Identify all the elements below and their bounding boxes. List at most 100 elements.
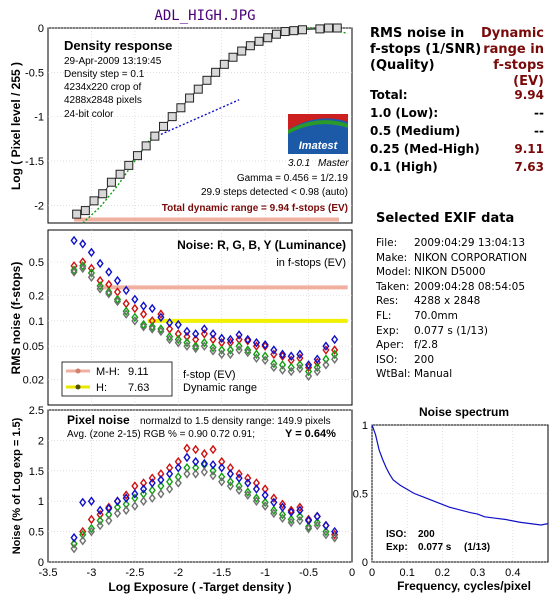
- noise-point-y: [174, 337, 182, 348]
- ytick-label: 1: [38, 496, 44, 508]
- noise-point-r: [157, 309, 165, 319]
- noise-point-y: [278, 365, 287, 375]
- legend-h-value: 7.63: [128, 382, 149, 394]
- pixel-point-b: [261, 490, 269, 500]
- ytick-label: 0.5: [29, 257, 44, 269]
- legend-mh-label: M-H:: [96, 366, 120, 378]
- noise-point-y: [70, 267, 78, 277]
- pixel-point-b: [105, 503, 113, 514]
- imatest-logo-text: Imatest: [299, 140, 339, 152]
- density-point: [167, 112, 177, 122]
- noise-point-y: [105, 288, 113, 299]
- density-panel: Log ( Pixel level / 255 ) 0-0.5-1-1.5-2 …: [9, 23, 353, 224]
- noise-point-g: [174, 334, 182, 345]
- noise-point-g: [87, 268, 96, 278]
- pixel-point-r: [278, 499, 287, 510]
- pixel-point-y: [244, 490, 252, 500]
- spectrum-marks: [371, 424, 549, 563]
- pixel-point-r: [79, 526, 87, 537]
- pixel-point-y: [148, 493, 156, 503]
- noise-point-y: [183, 341, 191, 351]
- noise-point-g: [183, 337, 191, 348]
- noise-point-g: [331, 349, 339, 360]
- steps-text: 29.9 steps detected < 0.98 (auto): [201, 187, 348, 198]
- noise-point-g: [148, 322, 156, 332]
- pixel-point-y: [70, 543, 78, 554]
- density-point: [332, 23, 342, 33]
- noise-point-g: [252, 349, 261, 360]
- dr-header-right-0: Dynamic: [480, 26, 544, 41]
- noise-point-y: [192, 343, 200, 354]
- noise-point-g: [278, 360, 287, 370]
- xtick-label: 0: [349, 567, 355, 579]
- pixel-point-g: [96, 515, 104, 526]
- pixel-point-b: [183, 452, 191, 463]
- pixel-point-r: [235, 469, 243, 479]
- density-point: [289, 26, 299, 36]
- exif-value: 0.077 s (1/13): [414, 324, 488, 337]
- density-title: Density response: [64, 38, 172, 53]
- pixel-point-y: [235, 485, 243, 496]
- noise-point-g: [139, 319, 148, 330]
- dr-table: Total: 9.94 1.0 (Low): -- 0.5 (Medium) -- 0…: [370, 88, 544, 178]
- noise-point-y: [304, 371, 313, 381]
- exif-list: File: 2009:04:29 13:04:13 Make: NIKON CORP…: [376, 236, 527, 382]
- density-point: [254, 36, 264, 46]
- xtick-label: -2: [173, 567, 183, 579]
- spectrum-iso-value: 200: [418, 529, 435, 540]
- ytick-label: 0.05: [23, 341, 44, 353]
- ytick-label: 0: [38, 557, 44, 569]
- pixel-point-y: [131, 501, 139, 511]
- noise-point-r: [200, 329, 208, 339]
- spectrum-exp-value: 0.077 s: [418, 542, 452, 553]
- pixel-point-y: [261, 501, 269, 511]
- version-text: 3.0.1: [288, 158, 310, 169]
- pixel-point-y: [278, 513, 287, 523]
- noise-point-y: [200, 341, 208, 351]
- noise-point-r: [131, 303, 139, 314]
- exif-row: Make: NIKON CORPORATION: [376, 251, 527, 266]
- noise-point-g: [122, 306, 130, 317]
- exif-row: Exp: 0.077 s (1/13): [376, 324, 527, 339]
- density-point: [124, 160, 134, 170]
- noise-point-b: [113, 275, 122, 286]
- pixel-point-r: [148, 473, 156, 483]
- pixel-point-y: [252, 496, 261, 506]
- pixel-point-y: [157, 489, 165, 499]
- density-point: [211, 67, 221, 77]
- noise-point-b: [322, 341, 330, 351]
- pixel-point-y: [174, 478, 182, 488]
- pixel-point-y: [313, 520, 321, 531]
- noise-point-y: [166, 334, 174, 345]
- pixel-point-b: [235, 473, 243, 483]
- noise-point-g: [70, 265, 78, 275]
- dr-row-value: 9.11: [514, 142, 544, 156]
- file-title: ADL_HIGH.JPG: [154, 8, 255, 24]
- exif-row: Model: NIKON D5000: [376, 265, 527, 280]
- noise-yticks: 0.5 0.2 0.1 0.05 0.02: [23, 257, 44, 387]
- pixel-point-b: [270, 497, 278, 508]
- spectrum-exp-label: Exp:: [386, 542, 408, 553]
- noise-legend: M-H: 9.11 H: 7.63: [61, 361, 173, 397]
- noise-marks: [48, 230, 352, 405]
- ytick-label: 0.02: [23, 375, 44, 387]
- pixel-ylabel: Noise (% of Log exp = 1.5): [11, 417, 23, 554]
- ytick-label: -2: [34, 200, 44, 212]
- density-point: [72, 209, 82, 219]
- density-point: [271, 29, 281, 39]
- dr-header-right-2: f-stops (EV): [493, 58, 544, 89]
- pixel-ticks: 0 0.5 1 1.5 2 2.5 -3.5 -3 -2.5 -2 -1.5 -1 -0.5 0: [29, 405, 355, 579]
- xtick-label: 0.2: [435, 567, 450, 579]
- noise-point-r: [322, 345, 330, 355]
- density-point: [237, 46, 247, 56]
- spectrum-exp-frac: (1/13): [464, 542, 490, 553]
- noise-point-g: [79, 261, 87, 271]
- exif-row: ISO: 200: [376, 353, 527, 368]
- noise-point-b: [70, 235, 78, 246]
- density-point: [219, 59, 229, 69]
- noise-point-y: [139, 322, 148, 332]
- exif-value: f/2.8: [414, 339, 438, 352]
- noise-point-b: [304, 360, 313, 370]
- pixel-point-r: [244, 473, 252, 483]
- pixel-point-y: [105, 515, 113, 526]
